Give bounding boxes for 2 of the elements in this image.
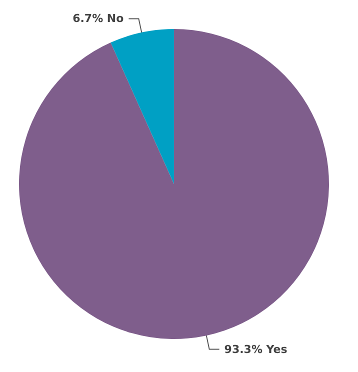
slice-label: 93.3% Yes — [224, 342, 288, 356]
slice-label: 6.7% No — [72, 12, 124, 26]
